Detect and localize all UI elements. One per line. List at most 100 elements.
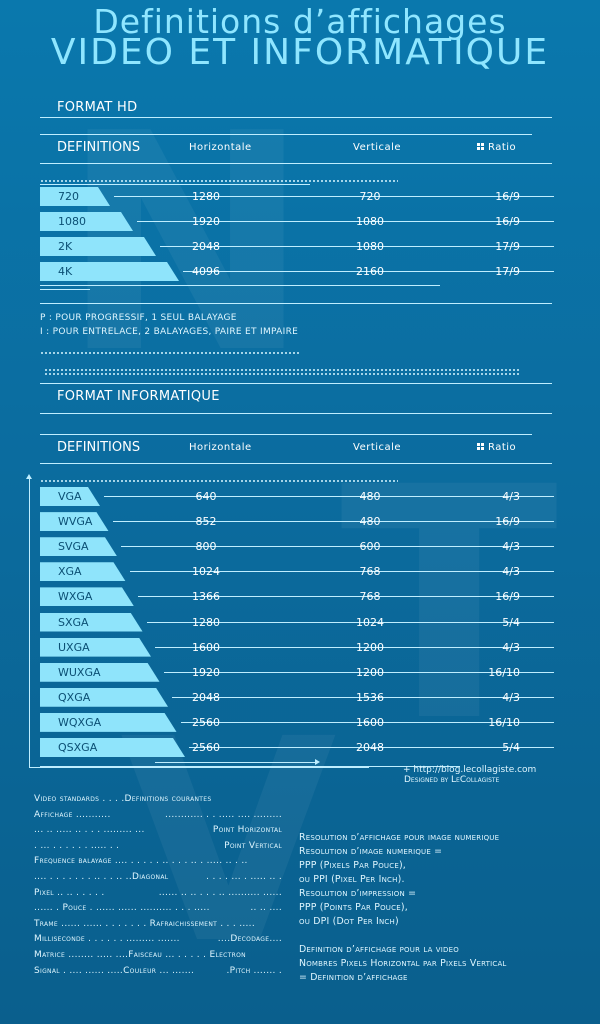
row-vertical: 2160 [356,265,384,278]
glossary-line: . ... . . . . . . ..... . . Point Vertica… [34,841,282,857]
header-definitions: DEFINITIONS [57,140,141,155]
row-horizontal: 800 [195,540,217,554]
glossary-line: Signal . .... ...... .....Couleur ... ..… [34,966,282,982]
row-ratio: 4/3 [502,490,520,503]
dotted-divider [40,352,300,354]
row-name: VGA [58,490,82,503]
row-highlight-band [40,687,168,707]
info-line: PPP (Points Par Pouce), [299,902,408,913]
glossary-text: Affichage ........... [34,809,111,820]
row-line [146,621,554,623]
glossary-text: Trame ...... ...... . . . . . . . Rafrai… [34,918,255,929]
row-vertical: 1080 [356,240,384,253]
header-definitions: DEFINITIONS [57,440,141,455]
row-ratio: 16/9 [495,590,520,604]
glossary-text: Signal . .... ...... .....Couleur ... ..… [34,965,195,976]
row-line [172,696,554,698]
row-ratio: 4/3 [502,565,520,579]
table-row: SVGA 800 600 4/3 [40,537,554,557]
row-line [137,221,554,222]
row-line [121,546,554,548]
row-name: 720 [58,190,79,203]
arrow-up-icon [26,474,32,479]
glossary-text: ... .. ..... .. . . . ......... ... [34,825,145,836]
grid-icon [477,143,484,150]
row-highlight-band [40,637,151,657]
dotted-divider [40,480,398,482]
it-section-title: FORMAT INFORMATIQUE [57,389,220,404]
row-name: SXGA [58,615,89,629]
table-row: 4K 4096 2160 17/9 [40,262,554,281]
row-name: UXGA [58,640,90,654]
header-vertical: Verticale [353,142,402,153]
glossary-text: .Pitch ....... . [226,965,282,976]
it-header-row: DEFINITIONS Horizontale Verticale Ratio [57,440,537,456]
row-name: WXGA [58,590,93,604]
glossary-text: . . . . ... . ..... .. . [206,871,282,882]
row-line [180,721,554,723]
row-vertical: 2048 [356,741,384,754]
row-name: XGA [58,565,82,579]
dotted-divider [44,373,521,375]
row-ratio: 5/4 [502,741,520,754]
glossary-text: Frequence balayage .... . . . . . .. . .… [34,856,248,867]
row-line [183,271,554,272]
table-row: VGA 640 480 4/3 [40,487,554,506]
table-row: UXGA 1600 1200 4/3 [40,637,554,657]
glossary-line: Matrice ........ ..... ....Faisceau ... … [34,950,282,966]
row-ratio: 5/4 [502,615,520,629]
table-row: XGA 1024 768 4/3 [40,562,554,582]
row-line [189,747,554,748]
hd-section-title: FORMAT HD [57,100,138,115]
table-row: 720 1280 720 16/9 [40,187,554,206]
row-name: 4K [58,265,73,278]
row-horizontal: 1280 [192,615,220,629]
row-line [138,596,554,598]
glossary-text: Video standards . . . .Definitions coura… [34,794,212,804]
glossary-text: Point Horizontal [212,825,282,836]
blog-link[interactable]: + http://blog.lecollagiste.com [403,765,537,775]
info-line: Resolution d’impression = [299,888,417,899]
divider [40,434,532,435]
row-ratio: 4/3 [502,640,520,654]
row-ratio: 16/10 [488,665,520,679]
info-line: Definition d’affichage pour la video [299,944,459,955]
glossary-line: ...... . Pouce . ...... ...... .........… [34,903,282,919]
row-horizontal: 1280 [192,190,220,203]
chart-axis-horizontal [29,767,369,768]
row-vertical: 768 [359,565,381,579]
row-highlight-band [40,187,110,206]
info-line: ou DPI (Dot Per Inch) [299,916,399,927]
glossary-line: Pixel .. .. . . . . . ...... .. .. . . . … [34,888,282,904]
divider [40,413,552,414]
header-ratio: Ratio [477,442,516,453]
row-vertical: 768 [359,590,381,604]
row-ratio: 16/9 [495,190,520,203]
glossary-text: .... . . . . . . . .. . . .. ..Diagonal [34,871,169,882]
row-ratio: 17/9 [495,265,520,278]
header-vertical: Verticale [353,442,402,453]
divider [40,134,532,135]
note-interlaced: I : POUR ENTRELACE, 2 BALAYAGES, PAIRE E… [40,327,299,337]
row-highlight-band [40,712,177,732]
row-vertical: 480 [359,490,381,503]
page-title: Definitions d’affichages [93,2,507,41]
header-horizontal: Horizontale [189,442,252,453]
divider [40,289,90,290]
table-row: WVGA 852 480 16/9 [40,512,554,532]
glossary-text: Pixel .. .. . . . . . [34,887,105,898]
row-line [114,196,554,197]
row-horizontal: 1366 [192,590,220,604]
row-ratio: 16/9 [495,215,520,228]
row-highlight-band [40,562,126,582]
row-line [163,671,554,673]
row-vertical: 600 [359,540,381,554]
divider [40,117,552,118]
grid-icon [477,443,484,450]
row-highlight-band [40,587,134,607]
row-highlight-band [40,212,133,231]
row-horizontal: 2560 [192,741,220,754]
header-ratio: Ratio [477,142,516,153]
info-line: Resolution d’image numerique = [299,846,443,857]
glossary-line: Frequence balayage .... . . . . . .. . .… [34,856,282,872]
